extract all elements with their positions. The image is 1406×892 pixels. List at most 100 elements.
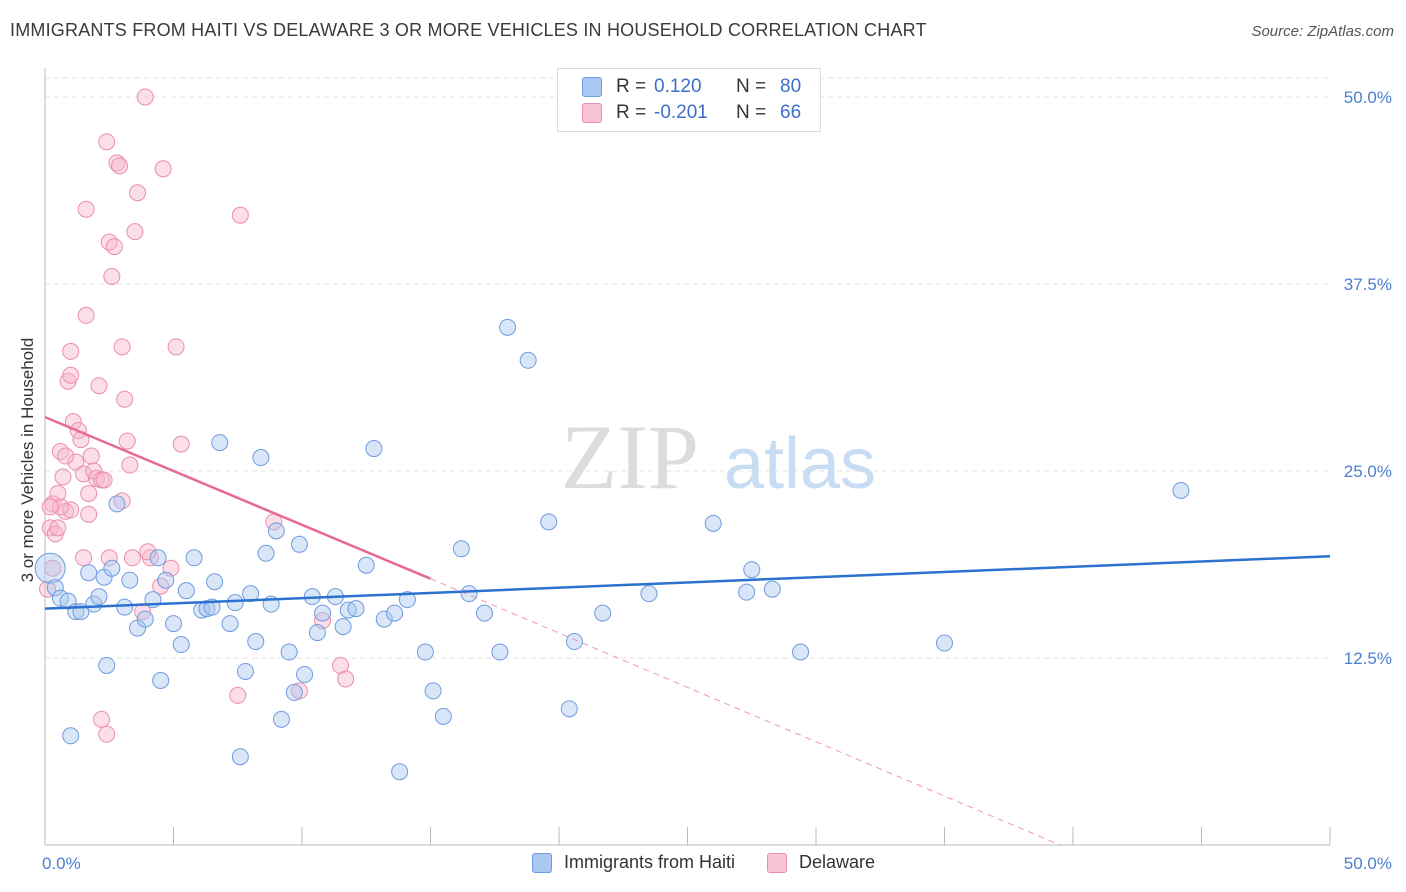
haiti-point (152, 671, 170, 689)
legend-r-label: R = (616, 76, 647, 97)
haiti-point (185, 549, 203, 567)
haiti-point (257, 544, 275, 562)
haiti-point (247, 633, 265, 651)
haiti-point (116, 598, 134, 616)
delaware-point (337, 670, 355, 688)
haiti-point (272, 710, 290, 728)
haiti-point (640, 585, 658, 603)
series-legend: Immigrants from Haiti Delaware (532, 852, 907, 873)
watermark-zip: ZIP (561, 406, 699, 508)
legend-item-delaware: Delaware (767, 852, 875, 873)
haiti-point (121, 571, 139, 589)
delaware-point (77, 306, 95, 324)
delaware-point (41, 498, 59, 516)
delaware-point (75, 549, 93, 567)
delaware-point (123, 549, 141, 567)
legend-label-haiti: Immigrants from Haiti (564, 852, 736, 872)
haiti-point (475, 604, 493, 622)
legend-n-label: N = (736, 102, 767, 123)
haiti-point (491, 643, 509, 661)
haiti-point (314, 604, 332, 622)
delaware-point (67, 453, 85, 471)
haiti-point (743, 561, 761, 579)
haiti-point (296, 665, 314, 683)
x-tick-labels: 0.0% 50.0% (42, 854, 1392, 873)
legend-row-delaware: R = -0.201 N = 66 (582, 101, 801, 125)
haiti-point (285, 683, 303, 701)
delaware-trend-line (44, 415, 431, 580)
legend-r-label: R = (616, 102, 647, 123)
haiti-point (738, 583, 756, 601)
haiti-point (236, 662, 254, 680)
haiti-point (357, 556, 375, 574)
correlation-legend: R = 0.120 N = 80 R = -0.201 N = 66 (557, 68, 821, 132)
haiti-point (452, 540, 470, 558)
delaware-point (105, 238, 123, 256)
watermark-atlas: atlas (724, 424, 876, 504)
haiti-point (62, 727, 80, 745)
delaware-point (51, 443, 69, 461)
trend-lines (44, 415, 1331, 846)
x-tick-label: 0.0% (42, 854, 81, 873)
legend-row-haiti: R = 0.120 N = 80 (582, 75, 801, 99)
haiti-point (398, 591, 416, 609)
delaware-point (98, 725, 116, 743)
haiti-point (80, 564, 98, 582)
delaware-point (54, 468, 72, 486)
delaware-point (57, 447, 75, 465)
haiti-point (165, 615, 182, 633)
y-tick-label: 50.0% (1344, 88, 1392, 107)
chart-title: IMMIGRANTS FROM HAITI VS DELAWARE 3 OR M… (10, 20, 927, 40)
delaware-point (126, 223, 144, 241)
haiti-trend-line (44, 555, 1331, 610)
haiti-point (936, 634, 953, 652)
haiti-point (434, 707, 452, 725)
haiti-point (211, 434, 229, 452)
haiti-points (34, 318, 1190, 781)
haiti-point (177, 582, 195, 600)
haiti-point (365, 440, 383, 458)
haiti-point (424, 682, 442, 700)
haiti-point (565, 633, 583, 651)
haiti-point (226, 594, 244, 612)
delaware-point (113, 492, 131, 510)
delaware-point (75, 465, 93, 483)
haiti-point (308, 624, 326, 642)
legend-item-haiti: Immigrants from Haiti (532, 852, 735, 873)
haiti-point (206, 573, 224, 591)
delaware-point (49, 519, 67, 537)
legend-r-value: -0.201 (654, 102, 708, 123)
delaware-point (154, 160, 172, 178)
delaware-point (136, 88, 154, 106)
delaware-point (98, 133, 116, 151)
legend-n-value: 66 (780, 102, 802, 123)
delaware-point (100, 233, 118, 251)
haiti-point (103, 559, 121, 577)
haiti-point (280, 643, 298, 661)
haiti-point (90, 588, 108, 606)
haiti-point (136, 610, 154, 628)
delaware-point (62, 342, 80, 360)
delaware-point (116, 390, 134, 408)
haiti-point (252, 449, 270, 467)
delaware-point (82, 447, 100, 465)
watermark: ZIP atlas (561, 406, 876, 508)
haiti-point (98, 656, 116, 674)
delaware-point (113, 338, 131, 356)
y-tick-label: 25.0% (1344, 462, 1392, 481)
haiti-point (242, 585, 260, 603)
haiti-point (347, 600, 365, 618)
delaware-point (118, 432, 136, 450)
gridlines (45, 77, 1330, 659)
legend-swatch-blue (532, 852, 552, 873)
delaware-point (139, 543, 157, 561)
legend-n-label: N = (736, 76, 767, 97)
source-credit: Source: ZipAtlas.com (1251, 23, 1394, 40)
delaware-point (80, 484, 98, 502)
delaware-point (44, 559, 62, 577)
delaware-points (39, 88, 355, 743)
delaware-point (111, 157, 129, 175)
haiti-point (231, 748, 249, 766)
delaware-point (62, 501, 80, 519)
delaware-point (77, 200, 95, 218)
